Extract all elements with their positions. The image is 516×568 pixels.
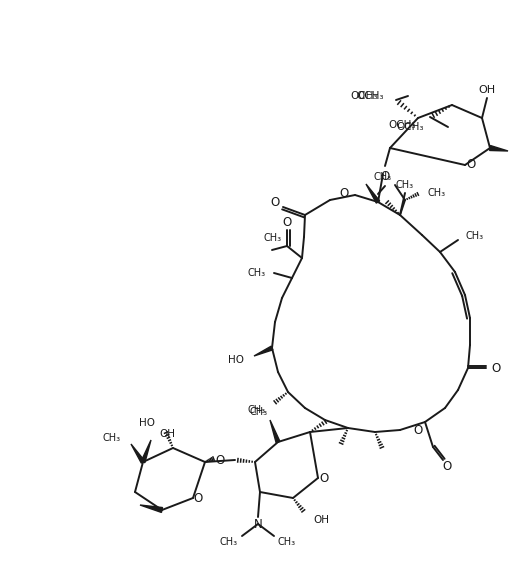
Polygon shape	[366, 184, 380, 203]
Text: O: O	[216, 453, 225, 466]
Text: OH: OH	[159, 429, 175, 439]
Text: O: O	[442, 460, 452, 473]
Text: O: O	[466, 158, 476, 172]
Polygon shape	[141, 440, 151, 463]
Text: O: O	[491, 361, 501, 374]
Text: CH₃: CH₃	[278, 537, 296, 547]
Text: HO: HO	[139, 418, 155, 428]
Polygon shape	[270, 420, 280, 442]
Text: O: O	[340, 187, 349, 200]
Polygon shape	[490, 145, 508, 151]
Text: OCH₃: OCH₃	[396, 122, 424, 132]
Text: O: O	[270, 197, 280, 210]
Text: CH₃: CH₃	[248, 268, 266, 278]
Text: O: O	[282, 215, 292, 228]
Text: HO: HO	[228, 355, 244, 365]
Text: O: O	[319, 471, 329, 485]
Text: OCH₃: OCH₃	[388, 120, 416, 130]
Text: CH₃: CH₃	[466, 231, 484, 241]
Polygon shape	[254, 346, 273, 356]
Text: CH₃: CH₃	[396, 180, 414, 190]
Text: OH: OH	[478, 85, 495, 95]
Text: OH: OH	[313, 515, 329, 525]
Text: CH₃: CH₃	[248, 405, 266, 415]
Polygon shape	[140, 505, 163, 512]
Text: OCH₃: OCH₃	[350, 91, 378, 101]
Text: O: O	[413, 424, 422, 436]
Text: OCH₃: OCH₃	[356, 91, 384, 101]
Text: CH₃: CH₃	[264, 233, 282, 243]
Text: CH₃: CH₃	[220, 537, 238, 547]
Text: O: O	[194, 491, 203, 504]
Text: CH₃: CH₃	[103, 433, 121, 443]
Text: O: O	[380, 169, 390, 182]
Text: CH₃: CH₃	[374, 172, 392, 182]
Polygon shape	[131, 444, 144, 463]
Text: CH₃: CH₃	[250, 407, 268, 417]
Text: CH₃: CH₃	[428, 188, 446, 198]
Text: N: N	[254, 517, 262, 531]
